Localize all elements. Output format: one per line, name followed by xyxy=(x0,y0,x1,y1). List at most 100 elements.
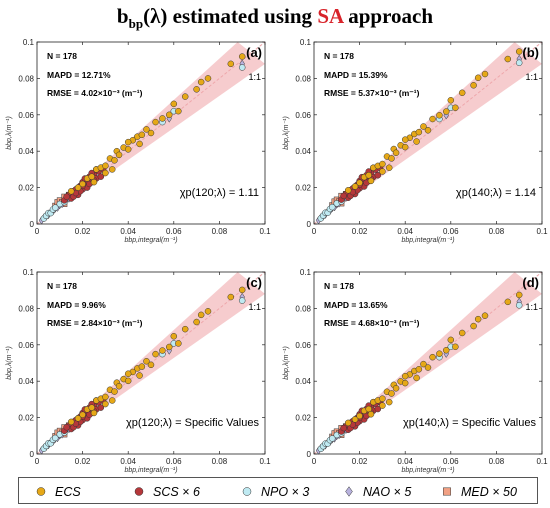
data-point-ecs xyxy=(458,89,466,97)
legend-marker-npo xyxy=(242,487,252,496)
x-axis-label: bbp,integral(m⁻¹) xyxy=(124,467,177,474)
data-point-ecs xyxy=(470,322,477,330)
data-point-ecs xyxy=(388,155,395,162)
data-point-ecs xyxy=(356,412,363,420)
data-point-ecs xyxy=(420,123,427,130)
data-point-scs xyxy=(63,193,70,200)
y-axis-label: bbp,λ(m⁻¹) xyxy=(283,346,290,380)
data-point-ecs xyxy=(474,315,482,323)
data-point-scs xyxy=(374,172,382,179)
data-point-ecs xyxy=(442,347,450,354)
stat-rmse: RMSE = 4.02×10⁻³ (m⁻¹) xyxy=(47,88,143,98)
x-tick-label: 0 xyxy=(312,227,317,236)
data-point-ecs xyxy=(401,379,409,387)
x-tick-label: 0.1 xyxy=(536,227,548,236)
data-point-ecs xyxy=(415,366,423,373)
data-point-scs xyxy=(374,405,382,413)
y-tick-label: 0.08 xyxy=(18,74,34,83)
data-point-ecs xyxy=(90,409,98,417)
data-point-ecs xyxy=(429,353,436,361)
data-point-ecs xyxy=(111,388,118,395)
x-tick-label: 0.02 xyxy=(75,457,91,466)
scatter-panel-1: 0 0.02 0.04 0.06 0.08 0.1 0 0.02 0.04 0.06 0.08 0.1… xyxy=(6,38,271,244)
y-tick-label: 0.1 xyxy=(300,38,312,47)
chi-annotation: χp(140;λ) = Specific Values xyxy=(403,417,537,429)
data-point-npo xyxy=(51,434,59,442)
data-point-ecs xyxy=(165,343,173,351)
chi-annotation: χp(140;λ) = 1.14 xyxy=(456,187,536,199)
data-point-ecs xyxy=(90,178,98,186)
data-point-ecs xyxy=(115,382,123,390)
data-point-ecs xyxy=(88,173,95,180)
panel-label: (b) xyxy=(522,45,539,60)
data-point-scs xyxy=(97,404,105,411)
data-point-ecs xyxy=(401,372,409,380)
x-tick-label: 0.04 xyxy=(397,227,413,236)
x-tick-label: 0.06 xyxy=(166,227,182,236)
data-point-ecs xyxy=(204,75,212,82)
data-point-ecs xyxy=(193,318,200,326)
scatter-panel-4: 0 0.02 0.04 0.06 0.08 0.1 0 0.02 0.04 0.06 0.08 0.1… xyxy=(283,268,548,474)
legend-marker-scs xyxy=(134,487,144,496)
data-point-ecs xyxy=(79,411,86,419)
data-point-npo xyxy=(515,302,523,309)
x-tick-label: 0.08 xyxy=(489,227,505,236)
data-point-ecs xyxy=(170,100,178,108)
data-point-ecs xyxy=(102,169,109,177)
data-point-ecs xyxy=(458,329,466,337)
data-point-ecs xyxy=(420,360,427,368)
y-tick-label: 0.1 xyxy=(23,38,35,47)
data-point-npo xyxy=(328,203,336,211)
data-point-ecs xyxy=(67,187,75,195)
data-point-ecs xyxy=(429,115,436,123)
one-to-one-label: 1:1 xyxy=(248,72,261,82)
x-axis-label: bbp,integral(m⁻¹) xyxy=(401,237,454,244)
y-tick-label: 0.1 xyxy=(23,268,35,277)
data-point-scs xyxy=(97,173,105,180)
x-tick-label: 0.06 xyxy=(443,227,459,236)
data-point-ecs xyxy=(481,312,489,319)
legend-marker-ecs xyxy=(36,487,46,496)
chi-annotation: χp(120;λ) = 1.11 xyxy=(180,187,259,199)
data-point-ecs xyxy=(474,74,482,82)
legend-label-npo: NPO × 3 xyxy=(261,485,309,499)
data-point-ecs xyxy=(238,286,246,294)
y-tick-label: 0 xyxy=(30,220,35,229)
one-to-one-label: 1:1 xyxy=(525,302,538,312)
data-point-ecs xyxy=(436,112,443,119)
data-point-ecs xyxy=(102,400,109,408)
data-point-ecs xyxy=(159,347,166,354)
data-point-ecs xyxy=(515,48,523,55)
data-point-ecs xyxy=(452,343,459,351)
data-point-scs xyxy=(63,423,70,431)
data-point-ecs xyxy=(367,410,375,418)
panel-label: (d) xyxy=(522,275,539,290)
y-tick-label: 0.04 xyxy=(18,147,34,156)
data-point-ecs xyxy=(365,172,372,179)
y-tick-label: 0.06 xyxy=(18,341,34,350)
data-point-ecs xyxy=(159,115,166,122)
data-point-npo xyxy=(238,297,246,304)
data-point-ecs xyxy=(515,291,523,299)
x-tick-label: 0.1 xyxy=(536,457,548,466)
x-tick-label: 0.02 xyxy=(75,227,91,236)
data-point-ecs xyxy=(197,78,205,86)
data-point-ecs xyxy=(124,146,132,153)
stat-n: N = 178 xyxy=(47,281,77,291)
stat-rmse: RMSE = 5.37×10⁻³ (m⁻¹) xyxy=(324,88,420,98)
y-tick-label: 0.02 xyxy=(295,414,311,423)
y-tick-label: 0.02 xyxy=(18,184,34,193)
legend-marker-med xyxy=(443,487,451,496)
y-tick-label: 0 xyxy=(307,220,312,229)
data-point-ecs xyxy=(181,93,189,100)
data-point-ecs xyxy=(385,398,393,406)
legend-marker-nao xyxy=(345,486,353,497)
data-point-ecs xyxy=(136,372,143,379)
data-point-ecs xyxy=(436,350,443,357)
data-point-ecs xyxy=(413,374,420,382)
data-point-ecs xyxy=(344,187,352,194)
data-point-ecs xyxy=(379,168,386,175)
x-tick-label: 0.04 xyxy=(120,227,136,236)
data-point-ecs xyxy=(481,70,489,78)
data-point-npo xyxy=(51,204,59,211)
